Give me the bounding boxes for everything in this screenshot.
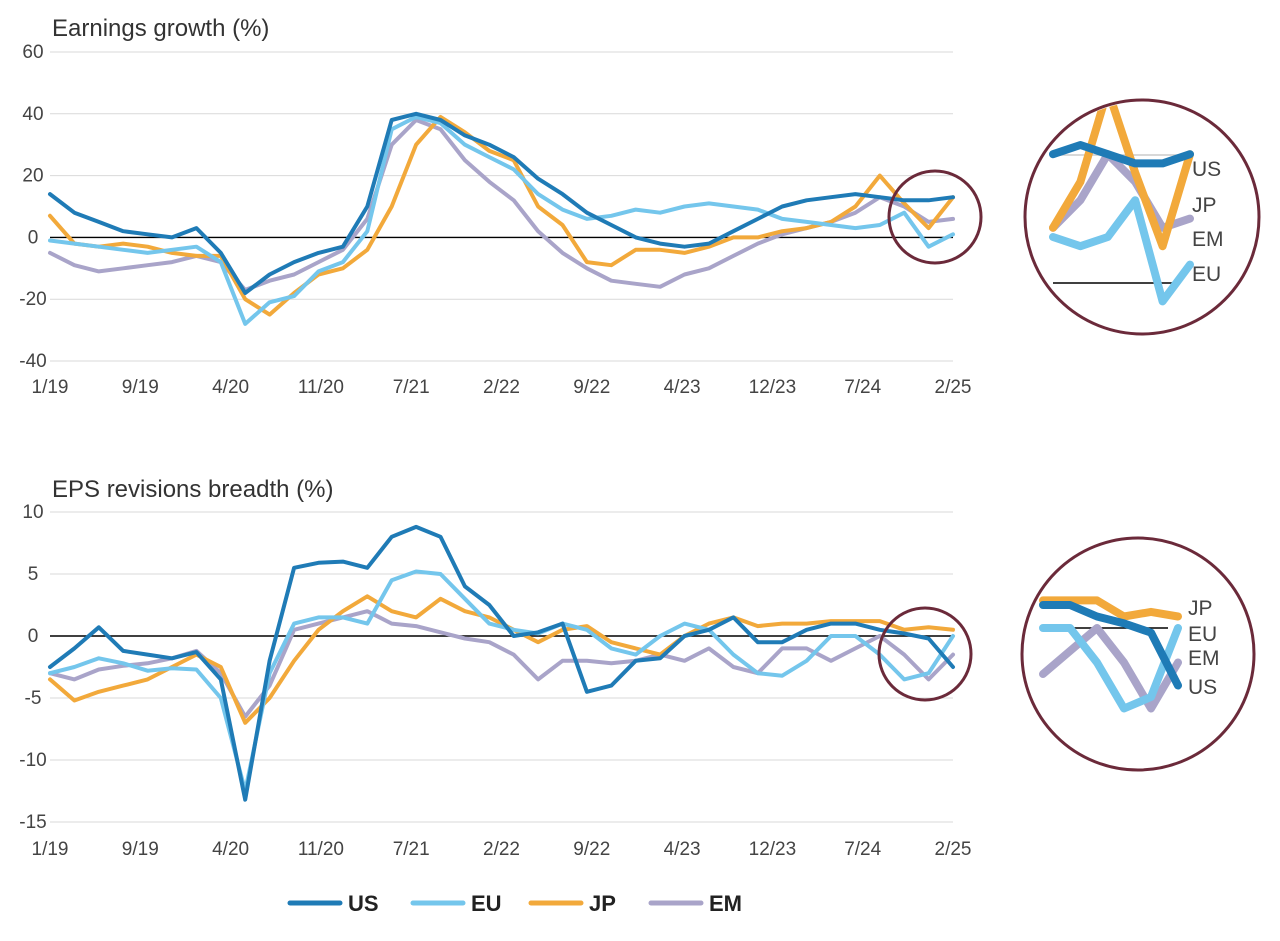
chart-title: EPS revisions breadth (%) [52, 476, 333, 503]
zoom-line-eu [1039, 624, 1182, 713]
x-tick-label: 7/21 [393, 839, 430, 860]
zoom-circle [1023, 98, 1261, 336]
y-tick-label: -40 [19, 351, 46, 372]
x-tick-label: 11/20 [298, 839, 344, 860]
y-tick-label: -10 [19, 750, 46, 771]
zoom-line-us [1049, 141, 1194, 168]
zoom-label: EM [1192, 228, 1224, 251]
x-tick-label: 4/20 [212, 839, 249, 860]
y-tick-label: -20 [19, 289, 46, 310]
zoom-line-us [1039, 601, 1182, 690]
highlight-circle [887, 169, 983, 265]
eps-revisions-chart: EPS revisions breadth (%) 10 5 0 -5 -10 -15 1… [19, 476, 1256, 860]
x-tick-label: 4/23 [664, 839, 701, 860]
zoom-inset [1039, 596, 1182, 713]
x-tick-label: 9/19 [122, 377, 159, 398]
y-tick-label: -5 [25, 688, 42, 709]
zoom-label: EU [1192, 263, 1221, 286]
x-tick-label: 2/25 [935, 377, 972, 398]
series-line-jp [48, 114, 955, 317]
earnings-growth-chart: Earnings growth (%) 60 40 20 0 -20 -40 1/19 9/… [19, 15, 1261, 398]
x-tick-label: 1/19 [32, 839, 69, 860]
legend-label: JP [589, 891, 616, 916]
zoom-label: EM [1188, 647, 1220, 670]
y-tick-label: -15 [19, 812, 46, 833]
zoom-label: JP [1192, 194, 1217, 217]
legend-label: EU [471, 891, 502, 916]
x-tick-label: 2/22 [483, 377, 520, 398]
highlight-circle [877, 606, 973, 702]
series-line-eu [48, 114, 955, 326]
x-tick-label: 9/22 [573, 377, 610, 398]
zoom-label: US [1188, 676, 1217, 699]
y-tick-label: 40 [22, 104, 43, 125]
series-line-eu [48, 569, 955, 793]
x-tick-label: 12/23 [749, 377, 797, 398]
zoom-label: JP [1188, 597, 1213, 620]
x-tick-label: 11/20 [298, 377, 344, 398]
series-line-us [48, 111, 955, 295]
y-tick-label: 60 [22, 42, 43, 63]
series-line-jp [48, 594, 955, 725]
series-line-us [48, 524, 955, 802]
x-tick-label: 4/23 [664, 377, 701, 398]
x-tick-label: 7/24 [844, 839, 881, 860]
y-tick-label: 0 [28, 227, 39, 248]
legend-label: US [348, 891, 379, 916]
zoom-line-eu [1049, 196, 1194, 306]
chart-title: Earnings growth (%) [52, 15, 269, 42]
x-tick-label: 9/22 [573, 839, 610, 860]
y-tick-label: 5 [28, 564, 39, 585]
y-tick-label: 20 [22, 166, 43, 187]
x-tick-label: 7/21 [393, 377, 430, 398]
zoom-line-jp [1049, 102, 1194, 251]
series-line-em [48, 118, 955, 292]
x-tick-label: 9/19 [122, 839, 159, 860]
x-tick-label: 2/22 [483, 839, 520, 860]
x-tick-label: 4/20 [212, 377, 249, 398]
zoom-line-em [1039, 624, 1182, 713]
zoom-line-jp [1039, 596, 1182, 621]
y-tick-label: 10 [22, 502, 43, 523]
zoom-label: EU [1188, 623, 1217, 646]
x-tick-label: 12/23 [749, 839, 797, 860]
y-tick-label: 0 [28, 626, 39, 647]
zoom-circle [1020, 536, 1256, 772]
zoom-label: US [1192, 158, 1221, 181]
legend: US EU JP EM [287, 891, 742, 916]
x-tick-label: 2/25 [935, 839, 972, 860]
legend-label: EM [709, 891, 742, 916]
x-tick-label: 7/24 [844, 377, 881, 398]
x-tick-label: 1/19 [32, 377, 69, 398]
zoom-inset [1049, 102, 1194, 306]
